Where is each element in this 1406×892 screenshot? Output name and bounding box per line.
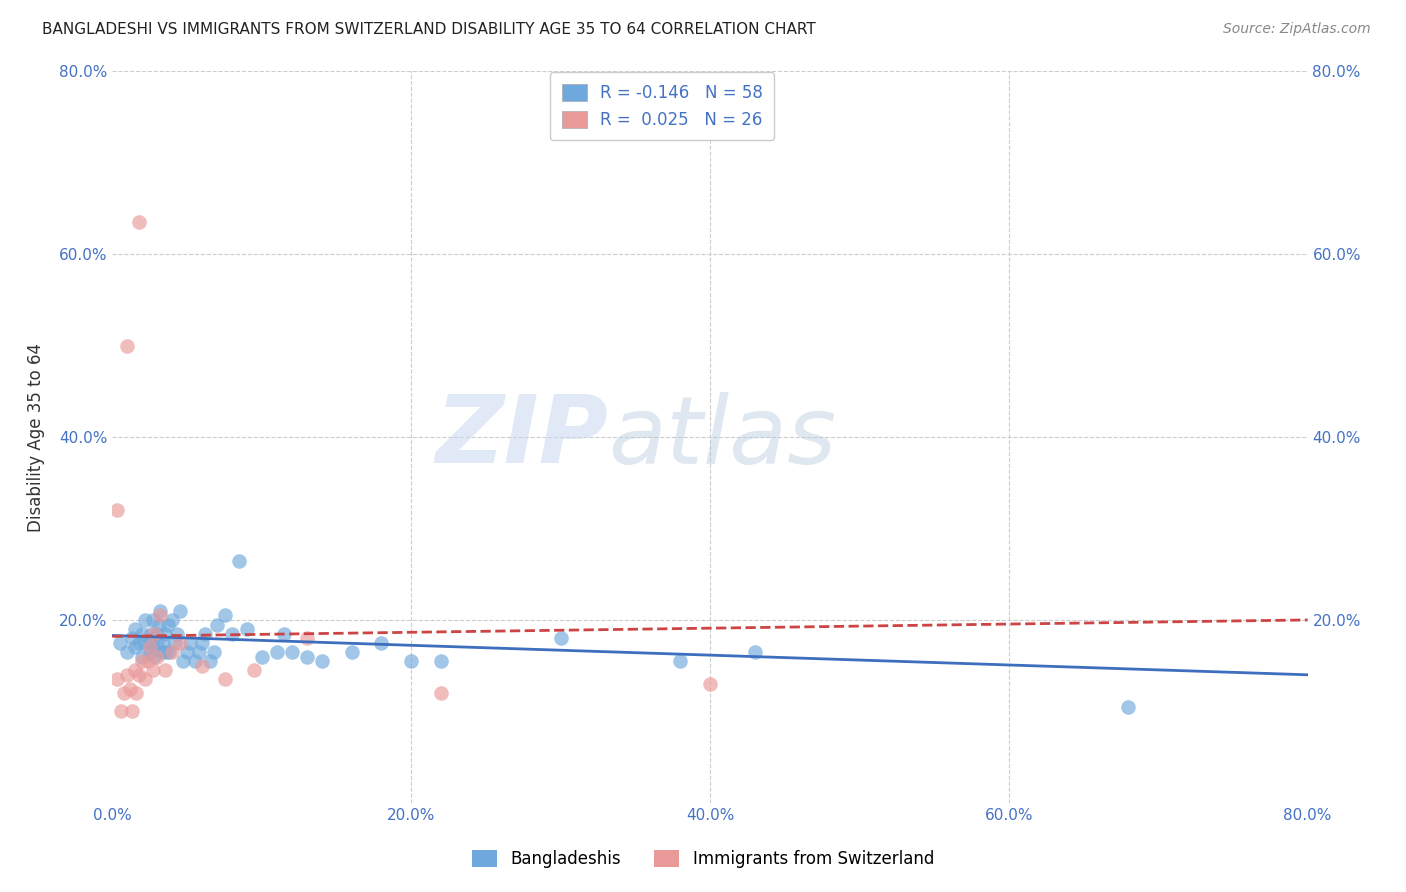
Y-axis label: Disability Age 35 to 64: Disability Age 35 to 64 [27, 343, 45, 532]
Point [110, 705, 132, 719]
Point [153, 663, 176, 677]
Point [155, 645, 177, 659]
Point [142, 640, 165, 655]
Point [550, 632, 572, 646]
Point [142, 613, 165, 627]
Point [1118, 699, 1140, 714]
Point [236, 622, 259, 636]
Point [430, 654, 453, 668]
Point [128, 667, 150, 681]
Point [149, 604, 172, 618]
Point [134, 673, 156, 687]
Point [430, 686, 453, 700]
Point [134, 613, 156, 627]
Point [295, 632, 318, 646]
Point [176, 645, 198, 659]
Point [214, 673, 236, 687]
Point [120, 681, 142, 696]
Point [340, 645, 363, 659]
Point [121, 705, 143, 719]
Point [148, 617, 170, 632]
Point [191, 658, 214, 673]
Point [243, 663, 266, 677]
Point [146, 626, 169, 640]
Text: Source: ZipAtlas.com: Source: ZipAtlas.com [1223, 22, 1371, 37]
Point [205, 617, 228, 632]
Point [165, 636, 187, 650]
Point [124, 640, 146, 655]
Point [146, 636, 169, 650]
Point [131, 654, 153, 668]
Point [250, 649, 273, 664]
Point [169, 636, 191, 650]
Point [273, 626, 295, 640]
Point [157, 645, 180, 659]
Point [699, 677, 721, 691]
Point [198, 654, 221, 668]
Point [105, 673, 128, 687]
Point [124, 622, 146, 636]
Legend: R = -0.146   N = 58, R =  0.025   N = 26: R = -0.146 N = 58, R = 0.025 N = 26 [550, 72, 775, 140]
Point [138, 654, 160, 668]
Point [141, 626, 163, 640]
Point [169, 604, 191, 618]
Point [128, 215, 150, 229]
Point [370, 636, 392, 650]
Point [183, 654, 205, 668]
Point [143, 649, 166, 664]
Point [281, 645, 304, 659]
Point [146, 649, 169, 664]
Point [139, 636, 162, 650]
Point [194, 626, 217, 640]
Point [128, 636, 150, 650]
Legend: Bangladeshis, Immigrants from Switzerland: Bangladeshis, Immigrants from Switzerlan… [465, 843, 941, 875]
Point [266, 645, 288, 659]
Point [744, 645, 766, 659]
Point [125, 686, 148, 700]
Point [131, 649, 153, 664]
Point [149, 608, 172, 623]
Point [401, 654, 423, 668]
Point [311, 654, 333, 668]
Point [150, 645, 173, 659]
Point [172, 654, 194, 668]
Point [162, 645, 183, 659]
Point [202, 645, 225, 659]
Point [131, 626, 153, 640]
Point [188, 645, 211, 659]
Point [124, 663, 146, 677]
Point [108, 636, 131, 650]
Point [114, 686, 135, 700]
Point [669, 654, 692, 668]
Point [117, 338, 139, 352]
Point [117, 645, 139, 659]
Point [152, 636, 174, 650]
Point [142, 663, 165, 677]
Point [105, 503, 128, 517]
Point [221, 626, 243, 640]
Point [214, 608, 236, 623]
Text: BANGLADESHI VS IMMIGRANTS FROM SWITZERLAND DISABILITY AGE 35 TO 64 CORRELATION C: BANGLADESHI VS IMMIGRANTS FROM SWITZERLA… [42, 22, 815, 37]
Point [191, 636, 214, 650]
Point [166, 626, 188, 640]
Point [162, 613, 183, 627]
Point [295, 649, 318, 664]
Point [179, 636, 201, 650]
Point [228, 553, 250, 567]
Point [134, 636, 156, 650]
Text: atlas: atlas [609, 392, 837, 483]
Point [117, 667, 139, 681]
Text: ZIP: ZIP [436, 391, 609, 483]
Point [139, 645, 162, 659]
Point [153, 626, 176, 640]
Point [121, 632, 143, 646]
Point [143, 626, 166, 640]
Point [156, 617, 179, 632]
Point [139, 640, 162, 655]
